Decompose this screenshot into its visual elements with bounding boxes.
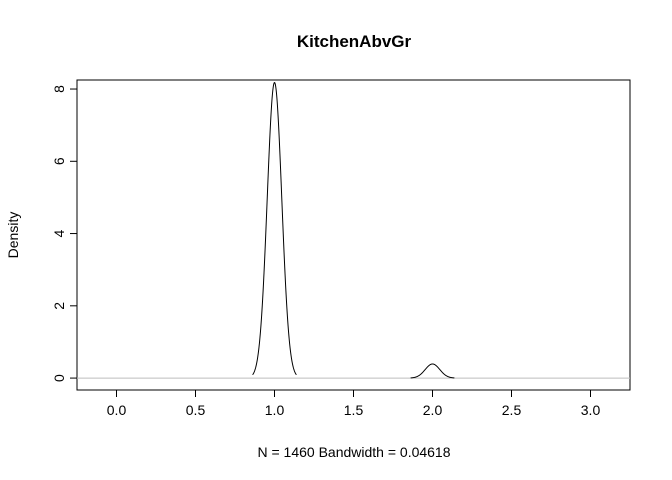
y-tick-label: 4 [51,229,67,237]
x-tick-label: 2.0 [423,402,443,418]
x-tick-label: 3.0 [581,402,601,418]
y-tick-label: 2 [51,302,67,310]
x-tick-label: 2.5 [502,402,522,418]
chart-title: KitchenAbvGr [297,32,412,51]
y-axis: 0 2 4 6 8 [51,85,77,382]
x-tick-label: 0.5 [186,402,206,418]
x-tick-label: 1.0 [265,402,285,418]
x-axis: 0.0 0.5 1.0 1.5 2.0 2.5 3.0 [107,390,601,418]
y-axis-label: Density [5,212,21,259]
density-curve [252,81,455,379]
x-tick-label: 1.5 [344,402,364,418]
x-axis-label: N = 1460 Bandwidth = 0.04618 [257,444,450,460]
y-tick-label: 8 [51,85,67,93]
plot-frame [76,79,631,391]
y-tick-label: 6 [51,157,67,165]
y-tick-label: 0 [51,374,67,382]
x-tick-label: 0.0 [107,402,127,418]
